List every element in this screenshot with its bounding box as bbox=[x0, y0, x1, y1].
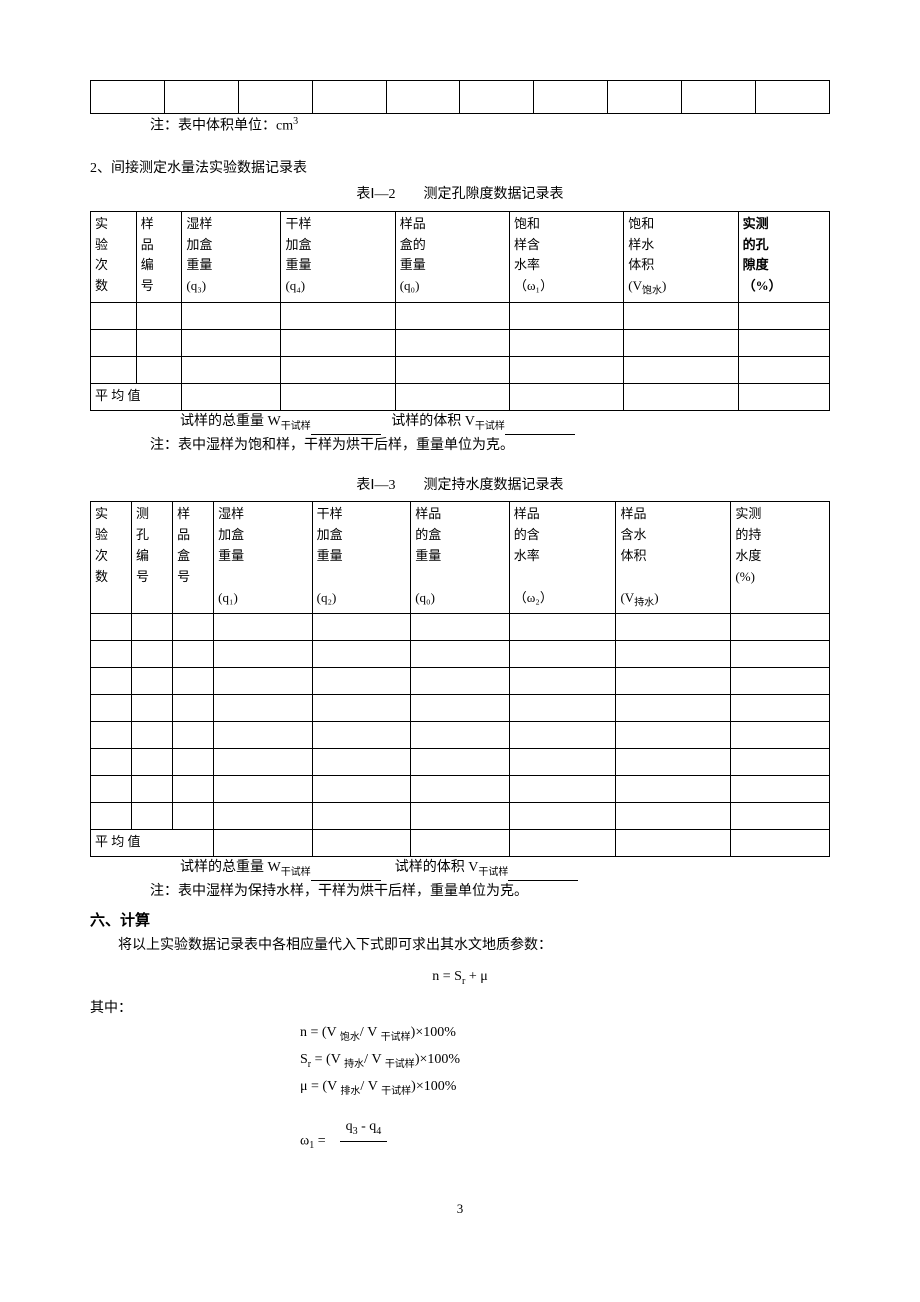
note-2: 注：表中湿样为饱和样，干样为烘干后样，重量单位为克。 bbox=[150, 435, 830, 457]
table-row bbox=[91, 749, 830, 776]
table-row bbox=[91, 803, 830, 830]
formula-mu: μ = (V 排水/ V 干试样)×100% bbox=[300, 1074, 830, 1101]
table-row bbox=[91, 776, 830, 803]
table-avg-row: 平 均 值 bbox=[91, 383, 830, 410]
cell bbox=[238, 81, 312, 114]
table-row bbox=[91, 668, 830, 695]
cell bbox=[534, 81, 608, 114]
note-volume-unit: 注：表中体积单位：cm3 bbox=[150, 114, 830, 138]
table-porosity: 实验次数 样品编号 湿样加盒重量(q₃) 干样加盒重量(q₄) 样品盒的重量(q… bbox=[90, 211, 830, 411]
heading-6: 六、计算 bbox=[90, 909, 830, 933]
formula-omega1: ω1 = q3 - q4 bbox=[300, 1114, 830, 1168]
table-header-row: 实验次数 测孔编号 样品盒号 湿样加盒重量(q₁) 干样加盒重量(q₂) 样品的… bbox=[91, 502, 830, 614]
para-6: 将以上实验数据记录表中各相应量代入下式即可求出其水文地质参数： bbox=[90, 935, 830, 957]
formula-group: n = (V 饱水/ V 干试样)×100% Sr = (V 持水/ V 干试样… bbox=[300, 1020, 830, 1169]
table3-caption: 表Ⅰ—3 测定持水度数据记录表 bbox=[90, 475, 830, 497]
sample-weight-line-3: 试样的总重量 W干试样 试样的体积 V干试样 bbox=[180, 857, 830, 881]
table-row bbox=[91, 614, 830, 641]
page-number: 3 bbox=[90, 1199, 830, 1220]
cell bbox=[164, 81, 238, 114]
table-row bbox=[91, 722, 830, 749]
table-row bbox=[91, 329, 830, 356]
table-water-retention: 实验次数 测孔编号 样品盒号 湿样加盒重量(q₁) 干样加盒重量(q₂) 样品的… bbox=[90, 501, 830, 857]
table-row bbox=[91, 356, 830, 383]
table-header-row: 实验次数 样品编号 湿样加盒重量(q₃) 干样加盒重量(q₄) 样品盒的重量(q… bbox=[91, 211, 830, 302]
table-row bbox=[91, 302, 830, 329]
table-row bbox=[91, 641, 830, 668]
cell bbox=[756, 81, 830, 114]
table-row bbox=[91, 695, 830, 722]
cell bbox=[312, 81, 386, 114]
formula-main: n = Sr + μ bbox=[90, 966, 830, 990]
table2-caption: 表Ⅰ—2 测定孔隙度数据记录表 bbox=[90, 184, 830, 206]
formula-sr: Sr = (V 持水/ V 干试样)×100% bbox=[300, 1047, 830, 1074]
cell bbox=[386, 81, 460, 114]
formula-n: n = (V 饱水/ V 干试样)×100% bbox=[300, 1020, 830, 1047]
table-avg-row: 平 均 值 bbox=[91, 830, 830, 857]
section-2-title: 2、间接测定水量法实验数据记录表 bbox=[90, 158, 830, 180]
note-3: 注：表中湿样为保持水样，干样为烘干后样，重量单位为克。 bbox=[150, 881, 830, 903]
top-empty-table bbox=[90, 80, 830, 114]
where-label: 其中： bbox=[90, 998, 830, 1020]
sample-weight-line-2: 试样的总重量 W干试样 试样的体积 V干试样 bbox=[180, 411, 830, 435]
cell bbox=[682, 81, 756, 114]
cell bbox=[460, 81, 534, 114]
cell bbox=[608, 81, 682, 114]
cell bbox=[91, 81, 165, 114]
